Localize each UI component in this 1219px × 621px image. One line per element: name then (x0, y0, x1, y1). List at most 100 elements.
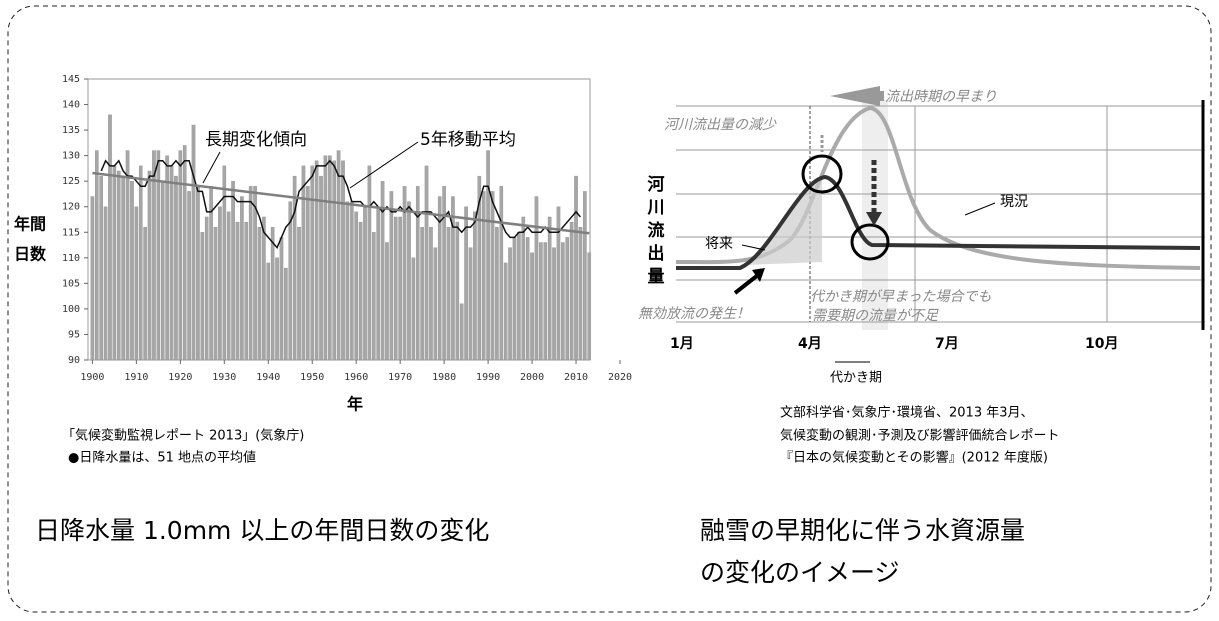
bar (574, 175, 578, 361)
bar (143, 227, 147, 361)
bar (552, 247, 556, 361)
bar (481, 191, 486, 361)
label: 需要期の流量が不足 (812, 308, 939, 324)
bar (477, 175, 482, 361)
bar (459, 303, 464, 361)
bar (244, 221, 249, 361)
x-tick-label: 1900 (80, 372, 104, 383)
leader (964, 202, 996, 216)
bar (495, 227, 499, 361)
bar (336, 150, 341, 361)
bar (499, 186, 504, 361)
x-tick-label: 1990 (476, 372, 500, 383)
y-label: 出 (648, 243, 665, 264)
x-tick-label: 1920 (168, 372, 192, 383)
bar (455, 221, 460, 361)
y-label: 量 (648, 266, 665, 287)
bar (371, 232, 376, 361)
bar (534, 196, 539, 361)
bar (393, 216, 398, 361)
y-tick-label: 110 (62, 253, 80, 264)
bar (446, 227, 451, 361)
arrow (870, 91, 884, 101)
bar (231, 181, 235, 361)
label: 代かき期 (830, 371, 882, 386)
bar (565, 237, 570, 361)
bar (411, 257, 416, 361)
bar (517, 232, 521, 361)
label: 代かき期が早まった場合でも (810, 289, 991, 305)
bar (530, 252, 534, 361)
bar (130, 181, 134, 361)
bar (134, 206, 139, 361)
bar (569, 221, 574, 361)
arrow (830, 86, 880, 106)
bar (174, 175, 178, 361)
left-chart: 90 95 100 105 110 115 120 125 130 135 140 145 1900 19… (62, 74, 632, 383)
bar (468, 247, 473, 361)
bar (275, 257, 279, 361)
x-tick-label: 2020 (608, 372, 632, 383)
y-tick-label: 125 (62, 176, 80, 187)
bar (292, 175, 297, 361)
leader (741, 244, 766, 251)
bar (424, 165, 429, 361)
bar (213, 227, 218, 361)
month-label: 10月 (1085, 336, 1118, 352)
bar (121, 175, 125, 361)
caption: の変化のイメージ (700, 558, 900, 587)
bar (367, 165, 372, 361)
source: 『日本の気候変動とその影響』(2012 年度版) (780, 450, 1048, 466)
bar (306, 186, 310, 361)
x-tick-label: 1950 (300, 372, 324, 383)
bar (341, 160, 345, 361)
y-label: 日数 (14, 245, 47, 264)
bar (380, 181, 385, 361)
bar (376, 206, 380, 361)
x-tick-label: 1910 (124, 372, 148, 383)
y-tick-label: 115 (62, 227, 80, 238)
bar (108, 114, 112, 361)
month-label: 4月 (798, 336, 822, 352)
y-label: 年間 (14, 215, 46, 234)
annotation: 5年移動平均 (420, 130, 516, 150)
x-tick-label: 2010 (564, 372, 588, 383)
bar (182, 145, 187, 361)
label: 将来 (705, 236, 733, 252)
bar (156, 150, 161, 361)
x-tick-label: 1970 (388, 372, 412, 383)
bar (398, 216, 402, 361)
bar (539, 242, 543, 361)
bar (253, 186, 257, 361)
y-tick-label: 90 (68, 355, 80, 366)
bar (451, 196, 455, 361)
label: 河川流出量の減少 (664, 117, 777, 133)
bar (402, 186, 407, 361)
arrow (202, 151, 221, 184)
bar (270, 227, 275, 361)
circle (850, 223, 890, 261)
source: ●日降水量は、51 地点の平均値 (68, 450, 256, 466)
bar (521, 216, 526, 361)
bar (490, 191, 495, 361)
arrow (349, 141, 419, 189)
line (100, 159, 581, 249)
bar (437, 196, 442, 361)
y-tick-label: 105 (62, 278, 80, 289)
bar (178, 150, 183, 361)
y-tick-label: 145 (62, 74, 80, 85)
right-diagram (675, 86, 1205, 363)
bar (200, 232, 205, 361)
bar (561, 242, 565, 361)
annotation: 長期変化傾向 (205, 130, 307, 150)
bar (257, 227, 262, 361)
arrow (866, 212, 882, 226)
bar (297, 227, 301, 361)
bar (90, 196, 95, 361)
bar (583, 191, 587, 361)
bar (279, 237, 284, 361)
bar (204, 216, 209, 361)
bar (547, 216, 552, 361)
bar (525, 237, 530, 361)
